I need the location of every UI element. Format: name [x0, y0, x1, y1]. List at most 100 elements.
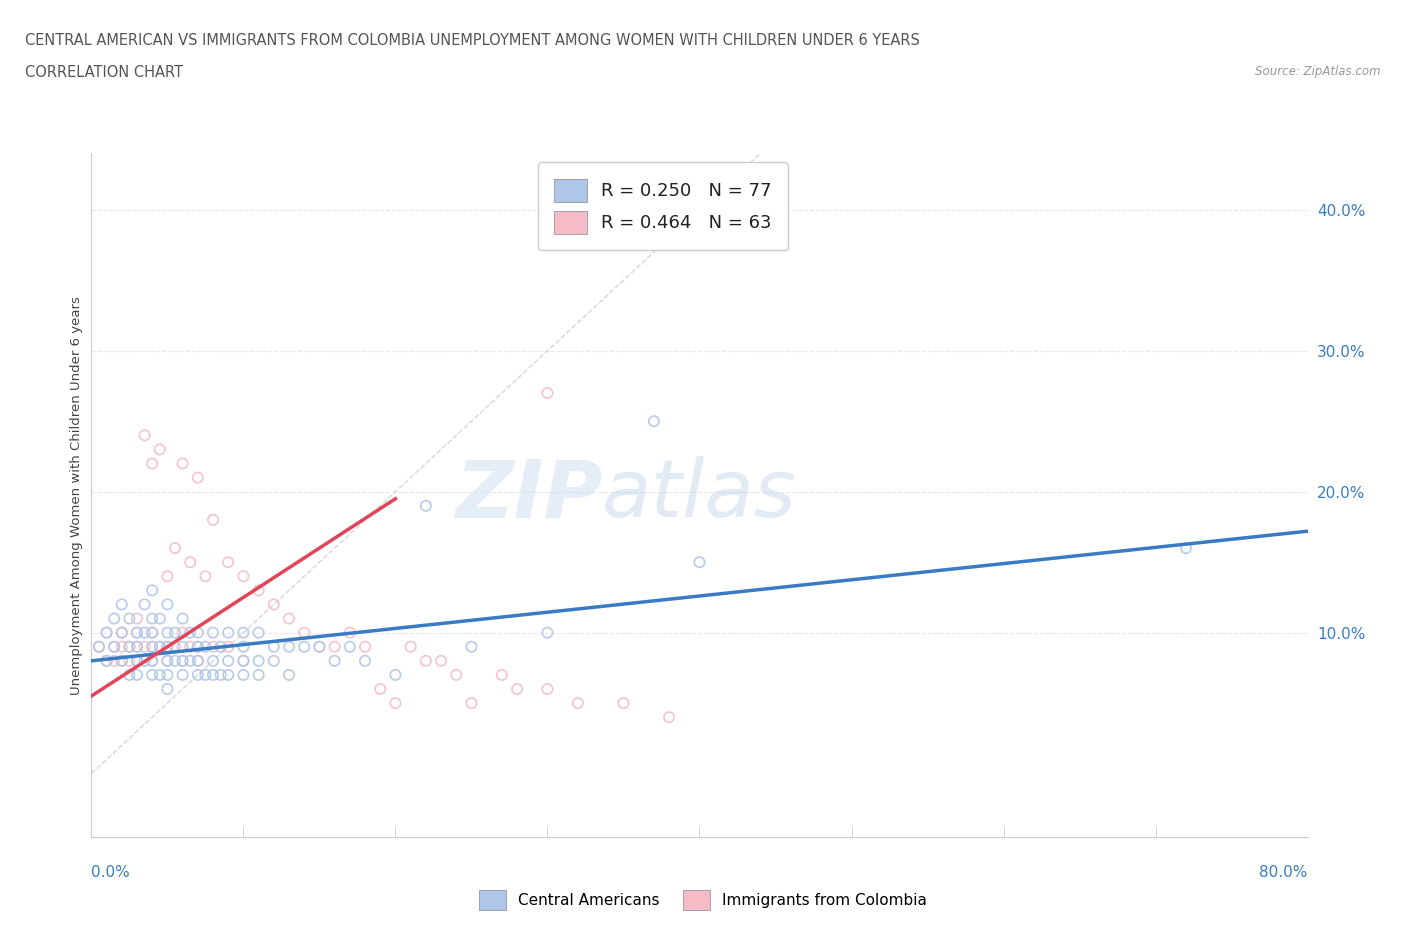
Point — [125, 625, 148, 640]
Point — [149, 442, 172, 457]
Point — [141, 654, 163, 669]
Text: Source: ZipAtlas.com: Source: ZipAtlas.com — [1256, 65, 1381, 78]
Point — [163, 654, 186, 669]
Point — [179, 654, 201, 669]
Point — [658, 710, 681, 724]
Point — [87, 639, 110, 654]
Text: CENTRAL AMERICAN VS IMMIGRANTS FROM COLOMBIA UNEMPLOYMENT AMONG WOMEN WITH CHILD: CENTRAL AMERICAN VS IMMIGRANTS FROM COLO… — [25, 33, 920, 47]
Point — [103, 611, 125, 626]
Point — [354, 654, 377, 669]
Point — [118, 611, 141, 626]
Point — [141, 625, 163, 640]
Point — [125, 654, 148, 669]
Point — [232, 639, 254, 654]
Point — [247, 654, 270, 669]
Point — [172, 654, 194, 669]
Point — [163, 639, 186, 654]
Point — [567, 696, 589, 711]
Point — [217, 668, 239, 683]
Point — [247, 583, 270, 598]
Point — [156, 654, 179, 669]
Point — [339, 625, 361, 640]
Point — [149, 611, 172, 626]
Text: 80.0%: 80.0% — [1260, 865, 1308, 880]
Point — [172, 654, 194, 669]
Point — [292, 639, 315, 654]
Point — [134, 639, 156, 654]
Point — [232, 625, 254, 640]
Point — [308, 639, 330, 654]
Point — [194, 569, 217, 584]
Point — [118, 668, 141, 683]
Point — [187, 654, 209, 669]
Point — [111, 625, 134, 640]
Point — [202, 625, 225, 640]
Point — [149, 668, 172, 683]
Point — [141, 456, 163, 471]
Point — [354, 639, 377, 654]
Point — [134, 597, 156, 612]
Point — [323, 639, 346, 654]
Point — [194, 639, 217, 654]
Point — [134, 654, 156, 669]
Point — [202, 639, 225, 654]
Point — [278, 668, 301, 683]
Point — [118, 654, 141, 669]
Point — [399, 639, 422, 654]
Point — [384, 668, 406, 683]
Point — [247, 625, 270, 640]
Point — [1174, 540, 1197, 555]
Point — [111, 654, 134, 669]
Point — [187, 471, 209, 485]
Point — [111, 639, 134, 654]
Point — [156, 639, 179, 654]
Point — [156, 639, 179, 654]
Point — [430, 654, 453, 669]
Point — [172, 639, 194, 654]
Point — [209, 668, 232, 683]
Point — [384, 696, 406, 711]
Point — [308, 639, 330, 654]
Point — [118, 639, 141, 654]
Point — [217, 554, 239, 569]
Point — [536, 682, 558, 697]
Point — [96, 625, 118, 640]
Point — [292, 625, 315, 640]
Point — [156, 625, 179, 640]
Point — [247, 668, 270, 683]
Point — [163, 540, 186, 555]
Point — [202, 512, 225, 527]
Legend: R = 0.250   N = 77, R = 0.464   N = 63: R = 0.250 N = 77, R = 0.464 N = 63 — [538, 163, 787, 250]
Point — [278, 611, 301, 626]
Point — [103, 639, 125, 654]
Point — [460, 639, 482, 654]
Point — [339, 639, 361, 654]
Point — [141, 583, 163, 598]
Point — [134, 428, 156, 443]
Point — [187, 639, 209, 654]
Point — [263, 654, 285, 669]
Point — [125, 611, 148, 626]
Point — [187, 639, 209, 654]
Point — [179, 639, 201, 654]
Point — [179, 625, 201, 640]
Point — [209, 639, 232, 654]
Point — [111, 625, 134, 640]
Point — [141, 639, 163, 654]
Point — [194, 668, 217, 683]
Point — [149, 639, 172, 654]
Point — [202, 668, 225, 683]
Point — [125, 639, 148, 654]
Point — [187, 654, 209, 669]
Point — [111, 597, 134, 612]
Point — [368, 682, 391, 697]
Text: 0.0%: 0.0% — [91, 865, 131, 880]
Point — [643, 414, 665, 429]
Point — [87, 639, 110, 654]
Point — [263, 639, 285, 654]
Point — [141, 611, 163, 626]
Point — [156, 682, 179, 697]
Point — [141, 668, 163, 683]
Legend: Central Americans, Immigrants from Colombia: Central Americans, Immigrants from Colom… — [471, 883, 935, 918]
Point — [125, 654, 148, 669]
